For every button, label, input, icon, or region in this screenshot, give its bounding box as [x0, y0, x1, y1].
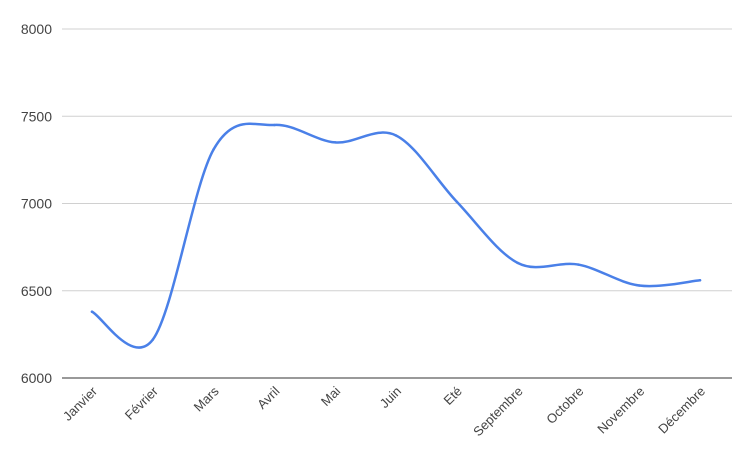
y-axis-tick-labels: 6000 6500 7000 7500 8000: [21, 21, 52, 386]
data-point: [577, 263, 580, 266]
x-tick-label: Février: [122, 383, 162, 423]
x-tick-label: Janvier: [60, 383, 101, 424]
x-tick-label: Décembre: [655, 384, 708, 437]
data-point: [637, 284, 641, 287]
series-line: [90, 122, 702, 349]
y-tick-label: 6000: [21, 370, 52, 386]
y-tick-label: 7000: [21, 196, 52, 212]
x-tick-label: Octobre: [543, 384, 586, 427]
y-tick-label: 8000: [21, 21, 52, 37]
data-point: [151, 338, 155, 341]
y-tick-label: 7500: [21, 108, 52, 124]
data-point: [516, 261, 519, 265]
x-tick-label: Mars: [191, 383, 222, 414]
data-point: [333, 141, 337, 144]
y-tick-label: 6500: [21, 283, 52, 299]
data-point: [90, 310, 94, 313]
data-point: [394, 134, 398, 137]
x-tick-label: Eté: [441, 384, 465, 408]
data-point: [698, 279, 702, 282]
x-tick-label: Mai: [318, 383, 343, 408]
data-point: [212, 148, 215, 151]
series-layer: [90, 122, 702, 349]
x-tick-label: Avril: [254, 383, 282, 411]
x-tick-label: Juin: [377, 384, 404, 411]
gridlines: [62, 28, 732, 379]
data-point: [273, 123, 276, 127]
x-tick-label: Novembre: [594, 384, 647, 437]
x-tick-label: Septembre: [470, 384, 526, 440]
data-point: [455, 200, 459, 204]
x-axis-tick-labels: Janvier Février Mars Avril Mai Juin Eté Septemb…: [60, 383, 708, 439]
